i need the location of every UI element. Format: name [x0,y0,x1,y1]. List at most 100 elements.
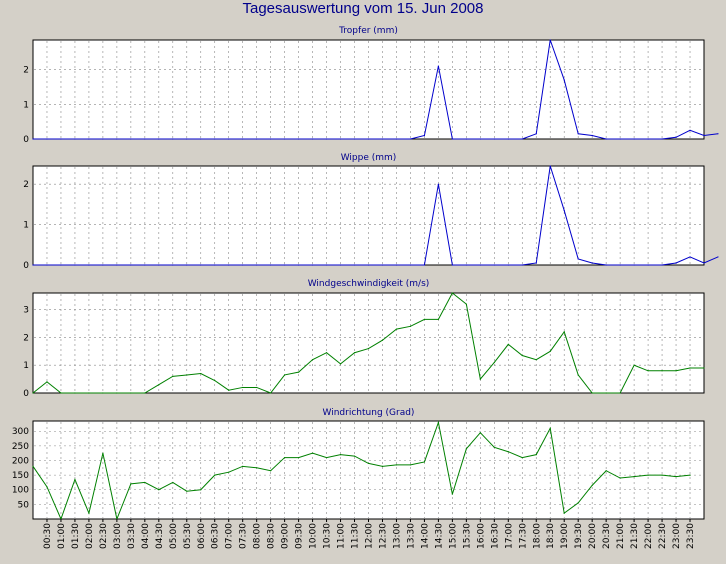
x-tick-label: 10:00 [309,523,319,549]
data-point [381,264,384,266]
x-tick-label: 21:00 [616,523,626,549]
data-point [116,138,118,140]
data-point [409,138,412,140]
x-tick-label: 10:30 [323,523,333,549]
data-point [284,138,286,140]
series-line [33,165,719,266]
data-point [451,264,453,266]
x-tick-label: 21:30 [630,523,640,549]
data-point [298,138,300,140]
data-point [465,138,467,140]
data-point [214,474,216,476]
data-point [158,384,160,386]
panel-title: Windrichtung (Grad) [323,408,415,418]
data-point [74,392,76,394]
data-point [451,292,453,294]
data-point [172,264,174,266]
data-point [256,138,258,140]
data-point [325,264,328,266]
panel-title: Wippe (mm) [341,153,397,163]
data-point [158,489,160,491]
data-point [214,264,216,266]
data-point [591,392,593,394]
data-point [270,392,272,394]
data-point [563,512,565,514]
data-point [367,347,370,350]
x-tick-label: 06:30 [211,523,221,549]
panel-title: Tropfer (mm) [338,26,398,36]
data-point [130,264,132,266]
data-point [186,264,188,266]
x-tick-label: 04:30 [155,523,165,549]
data-point [116,392,118,394]
data-point [242,465,244,467]
y-tick-label: 2 [23,66,29,76]
y-tick-label: 250 [12,442,29,452]
data-point [74,138,76,140]
data-point [144,138,146,140]
data-point [605,138,607,140]
data-point [619,138,621,140]
data-point [591,262,593,264]
y-tick-label: 100 [12,486,29,496]
data-point [395,138,398,140]
data-point [214,379,216,382]
data-point [367,138,370,140]
data-point [577,133,579,135]
x-tick-label: 08:00 [253,523,263,549]
data-point [172,375,174,377]
data-point [395,328,398,330]
data-point [186,374,188,376]
data-point [353,352,356,354]
data-point [130,392,132,394]
y-tick-label: 3 [23,306,29,316]
panel-4: 50 100 150 200 250 300 Windrichtung (Grad) 00:3… [12,408,705,549]
data-point [689,129,691,131]
data-point [32,138,34,140]
x-tick-label: 14:30 [434,523,444,549]
x-tick-label: 22:00 [644,523,654,549]
x-tick-label: 02:00 [85,523,95,549]
data-point [186,490,188,492]
data-point [381,138,384,140]
data-point [339,363,342,365]
data-point [479,138,481,140]
data-point [102,264,104,266]
data-point [214,138,216,140]
data-point [577,502,579,504]
data-point [395,264,398,266]
data-point [32,392,34,394]
data-point [717,256,719,258]
data-point [158,138,160,140]
data-point [479,378,481,380]
x-tick-label: 07:30 [239,523,249,549]
data-point [409,264,412,266]
data-point [270,264,272,266]
data-point [591,134,593,137]
data-point [46,264,48,266]
x-tick-label: 11:00 [337,523,347,549]
y-tick-label: 2 [23,180,29,190]
data-point [675,370,677,372]
data-point [493,138,495,140]
x-tick-label: 11:30 [351,523,361,549]
data-point [284,264,286,266]
x-tick-label: 13:30 [406,523,416,549]
data-point [367,462,370,465]
x-tick-label: 07:00 [225,523,235,549]
x-tick-label: 03:30 [127,523,137,549]
data-point [633,364,635,366]
data-point [451,138,453,140]
data-point [311,452,314,454]
data-point [395,464,398,466]
y-tick-label: 200 [12,456,29,466]
data-point [242,264,244,266]
data-point [549,165,551,167]
x-tick-label: 20:30 [602,523,612,549]
data-point [284,374,286,376]
data-point [535,359,537,361]
data-point [479,264,481,266]
data-point [437,421,439,424]
data-point [311,264,314,266]
